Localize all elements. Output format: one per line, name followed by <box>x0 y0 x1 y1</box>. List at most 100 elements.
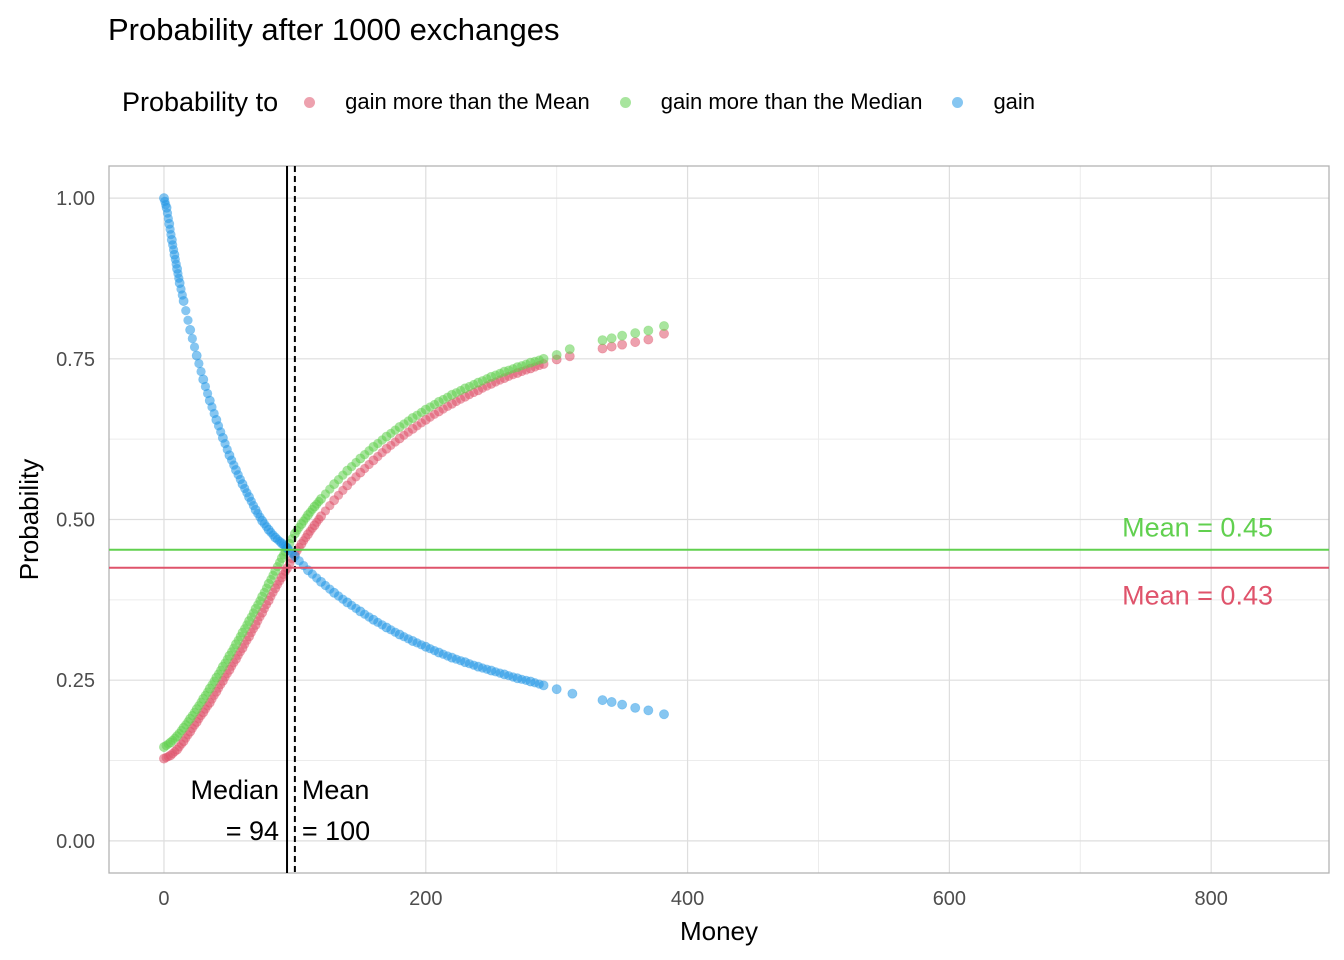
point-gain <box>200 381 211 392</box>
mean-median-value-label: Mean = 0.45 <box>1122 513 1273 543</box>
point-median <box>209 676 219 686</box>
point-gain <box>168 245 179 255</box>
point-gain <box>196 366 206 377</box>
point-gain <box>174 273 184 283</box>
y-tick-label: 1.00 <box>56 188 95 210</box>
point-median <box>429 399 440 410</box>
point-gain <box>163 213 173 224</box>
point-mean <box>429 409 440 419</box>
point-median <box>534 355 544 365</box>
point-gain <box>181 306 191 316</box>
point-gain <box>630 702 641 713</box>
point-median <box>338 470 348 480</box>
point-gain <box>209 408 219 419</box>
point-median <box>482 374 492 384</box>
point-gain <box>203 388 213 399</box>
point-gain <box>521 675 531 685</box>
point-median <box>606 333 617 344</box>
legend: Probability to gain more than the Mean g… <box>122 84 1065 120</box>
point-mean <box>403 427 413 437</box>
legend-key-median <box>619 96 631 108</box>
point-gain <box>191 350 202 361</box>
point-mean <box>268 587 278 597</box>
point-gain <box>185 324 196 335</box>
point-gain <box>242 488 252 498</box>
x-tick-label: 800 <box>1195 888 1228 910</box>
point-median <box>597 335 608 346</box>
point-gain <box>171 259 181 269</box>
point-median <box>659 321 670 332</box>
point-gain <box>235 474 245 485</box>
point-median <box>442 392 453 402</box>
point-gain <box>364 612 374 622</box>
point-median <box>508 364 518 374</box>
legend-item-median: gain more than the Median <box>619 89 923 115</box>
point-gain <box>177 290 187 300</box>
point-gain <box>617 699 628 710</box>
point-mean <box>456 394 466 404</box>
mean-label-line2: = 100 <box>302 816 370 846</box>
point-mean <box>351 472 361 482</box>
point-gain <box>534 679 544 689</box>
point-median <box>564 344 575 355</box>
point-gain <box>482 664 492 674</box>
point-median <box>456 385 466 396</box>
legend-key-mean <box>304 96 316 108</box>
point-gain <box>229 460 239 470</box>
point-median <box>643 325 654 336</box>
point-gain <box>597 695 608 706</box>
point-median <box>551 349 562 360</box>
point-mean <box>377 448 387 458</box>
point-mean <box>617 339 628 350</box>
panel-border <box>108 165 1330 874</box>
point-gain <box>508 672 518 682</box>
point-gain <box>403 634 413 644</box>
point-gain <box>216 427 226 437</box>
point-gain <box>183 315 193 325</box>
point-gain <box>338 594 348 604</box>
point-gain <box>255 512 265 522</box>
point-mean <box>630 337 641 348</box>
point-median <box>235 631 245 642</box>
point-gain <box>377 620 387 630</box>
legend-item-gain: gain <box>952 89 1035 115</box>
point-gain <box>194 358 204 369</box>
point-mean <box>390 437 400 447</box>
point-mean <box>597 343 608 354</box>
point-median <box>364 446 374 456</box>
point-median <box>403 416 413 426</box>
point-median <box>255 596 265 606</box>
point-gain <box>166 229 176 240</box>
legend-item-mean: gain more than the Mean <box>304 89 590 115</box>
point-gain <box>429 646 440 656</box>
point-gain <box>606 697 617 708</box>
y-tick-label: 0.75 <box>56 349 95 371</box>
point-gain <box>161 199 171 210</box>
point-gain <box>551 684 562 695</box>
point-gain <box>495 668 505 678</box>
y-axis-title: Probability <box>14 459 44 580</box>
point-gain <box>469 660 479 670</box>
x-tick-label: 400 <box>671 888 704 910</box>
point-median <box>196 697 206 707</box>
legend-label-median: gain more than the Median <box>660 89 923 114</box>
point-median <box>630 328 641 339</box>
point-mean <box>275 576 285 586</box>
point-gain <box>456 656 466 666</box>
point-gain <box>248 500 259 511</box>
median-label-line1: Median <box>190 775 279 805</box>
mean-mean-value-label: Mean = 0.43 <box>1122 581 1273 611</box>
point-mean <box>364 459 374 470</box>
point-median <box>495 368 505 378</box>
point-gain <box>643 705 654 716</box>
point-gain <box>325 584 335 594</box>
point-gain <box>189 342 200 352</box>
point-gain <box>312 573 322 583</box>
point-median <box>617 330 628 341</box>
chart-title: Probability after 1000 exchanges <box>108 12 560 47</box>
point-gain <box>222 444 232 455</box>
point-median <box>377 435 387 445</box>
point-median <box>275 557 285 567</box>
legend-title: Probability to <box>122 86 279 117</box>
